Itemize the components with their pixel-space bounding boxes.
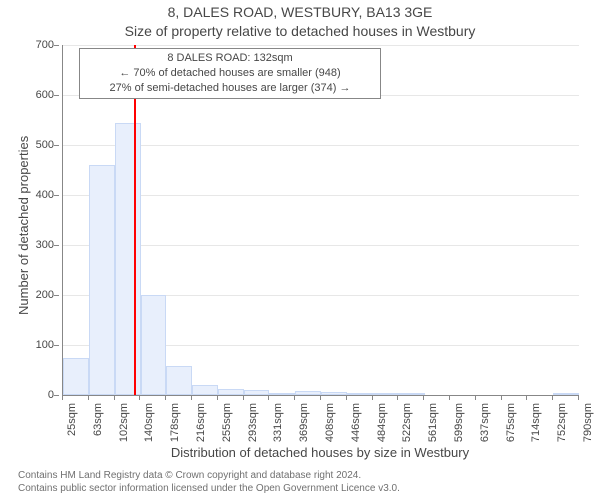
x-tick-mark (346, 395, 347, 400)
histogram-bar (192, 385, 218, 395)
plot-area: 8 DALES ROAD: 132sqm← 70% of detached ho… (62, 45, 579, 396)
histogram-bar (244, 390, 270, 395)
histogram-bar (89, 165, 115, 395)
histogram-bar (553, 393, 579, 395)
y-tick-label: 400 (36, 189, 54, 201)
x-tick-mark (191, 395, 192, 400)
x-tick-mark (88, 395, 89, 400)
x-tick-mark (423, 395, 424, 400)
y-tick-label: 700 (36, 39, 54, 51)
x-tick-mark (552, 395, 553, 400)
x-tick-mark (526, 395, 527, 400)
histogram-bar (373, 393, 399, 395)
annotation-line: 8 DALES ROAD: 132sqm (86, 51, 374, 66)
x-tick-mark (217, 395, 218, 400)
y-tick-label: 100 (36, 339, 54, 351)
x-tick-label: 790sqm (582, 403, 594, 453)
y-tick-label: 500 (36, 139, 54, 151)
x-tick-mark (243, 395, 244, 400)
y-tick-label: 300 (36, 239, 54, 251)
y-tick-label: 600 (36, 89, 54, 101)
y-tick-label: 200 (36, 289, 54, 301)
x-tick-mark (294, 395, 295, 400)
y-tick-mark (54, 145, 59, 146)
histogram-bar (398, 393, 424, 395)
histogram-bar (347, 393, 373, 395)
y-axis-label: Number of detached properties (16, 136, 31, 315)
y-tick-mark (54, 295, 59, 296)
y-tick-mark (54, 245, 59, 246)
histogram-bar (63, 358, 89, 396)
histogram-bar (218, 389, 244, 395)
annotation-line: ← 70% of detached houses are smaller (94… (86, 66, 374, 81)
x-tick-mark (165, 395, 166, 400)
footer-line-1: Contains HM Land Registry data © Crown c… (18, 469, 400, 482)
x-tick-mark (320, 395, 321, 400)
histogram-bar (141, 295, 167, 395)
histogram-bar (295, 391, 321, 395)
title-line-2: Size of property relative to detached ho… (0, 23, 600, 39)
y-tick-mark (54, 395, 59, 396)
x-tick-mark (372, 395, 373, 400)
x-tick-mark (62, 395, 63, 400)
y-tick-mark (54, 45, 59, 46)
footer-line-2: Contains public sector information licen… (18, 482, 400, 495)
footer: Contains HM Land Registry data © Crown c… (18, 469, 400, 495)
histogram-bar (269, 393, 295, 395)
x-axis-label: Distribution of detached houses by size … (62, 445, 578, 460)
x-tick-mark (139, 395, 140, 400)
title-line-1: 8, DALES ROAD, WESTBURY, BA13 3GE (0, 4, 600, 20)
x-tick-mark (449, 395, 450, 400)
y-tick-mark (54, 95, 59, 96)
figure: 8, DALES ROAD, WESTBURY, BA13 3GE Size o… (0, 0, 600, 500)
histogram-bar (166, 366, 192, 395)
gridline (63, 45, 579, 46)
y-tick-label: 0 (48, 389, 54, 401)
histogram-bar (321, 392, 347, 396)
y-tick-mark (54, 195, 59, 196)
annotation-box: 8 DALES ROAD: 132sqm← 70% of detached ho… (79, 48, 381, 99)
x-tick-mark (475, 395, 476, 400)
x-tick-mark (397, 395, 398, 400)
x-tick-mark (114, 395, 115, 400)
x-tick-mark (268, 395, 269, 400)
x-tick-mark (501, 395, 502, 400)
x-tick-mark (578, 395, 579, 400)
y-tick-mark (54, 345, 59, 346)
histogram-bar (115, 123, 141, 396)
annotation-line: 27% of semi-detached houses are larger (… (86, 81, 374, 96)
